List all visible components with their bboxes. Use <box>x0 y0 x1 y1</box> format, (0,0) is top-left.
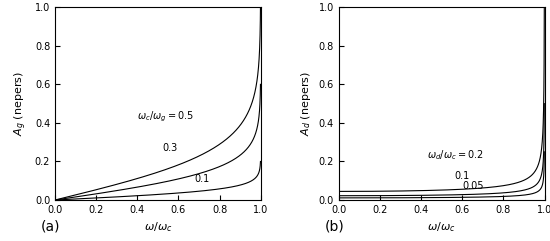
Y-axis label: $A_d$ (nepers): $A_d$ (nepers) <box>299 71 313 136</box>
Text: $\omega_c/\omega_g = 0.5$: $\omega_c/\omega_g = 0.5$ <box>138 110 194 124</box>
Text: 0.3: 0.3 <box>162 143 177 153</box>
X-axis label: $\omega / \omega_c$: $\omega / \omega_c$ <box>427 221 456 234</box>
Text: (a): (a) <box>41 220 60 234</box>
Text: 0.1: 0.1 <box>454 171 469 181</box>
Text: (b): (b) <box>325 220 345 234</box>
X-axis label: $\omega / \omega_c$: $\omega / \omega_c$ <box>144 221 172 234</box>
Text: 0.1: 0.1 <box>195 174 210 184</box>
Text: $\omega_d/\omega_c = 0.2$: $\omega_d/\omega_c = 0.2$ <box>427 148 483 162</box>
Y-axis label: $A_g$ (nepers): $A_g$ (nepers) <box>13 71 29 136</box>
Text: 0.05: 0.05 <box>462 181 484 191</box>
